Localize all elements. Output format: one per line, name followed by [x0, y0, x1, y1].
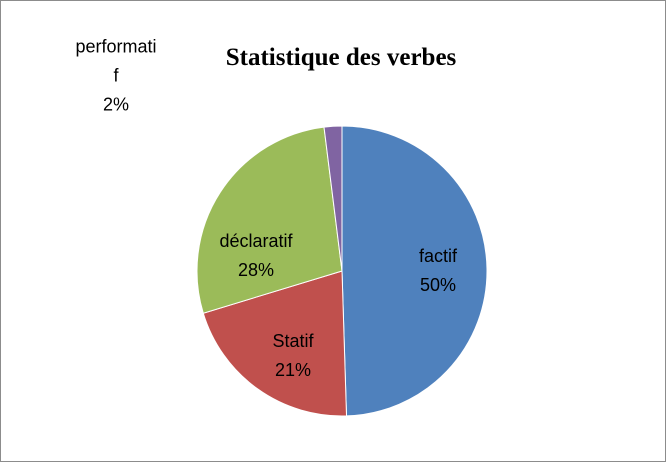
slice-label: déclaratif 28%: [219, 227, 292, 285]
slice-label: Statif 21%: [272, 327, 313, 385]
value-label: 50%: [419, 275, 457, 295]
slice-label: performatif 2%: [75, 33, 157, 120]
category-label: performatif: [75, 36, 157, 86]
pie-slice: [196, 126, 343, 314]
pie-slice: [323, 125, 343, 272]
slice-label: factif 50%: [419, 242, 457, 300]
value-label: 21%: [274, 360, 312, 380]
value-label: 28%: [237, 260, 275, 280]
pie-slice: [202, 270, 348, 417]
category-label: factif: [418, 246, 458, 266]
chart-title: Statistique des verbes: [226, 44, 457, 71]
category-label: déclaratif: [219, 231, 293, 251]
pie-slice: [341, 125, 488, 417]
category-label: Statif: [272, 331, 314, 351]
value-label: 2%: [102, 94, 129, 115]
